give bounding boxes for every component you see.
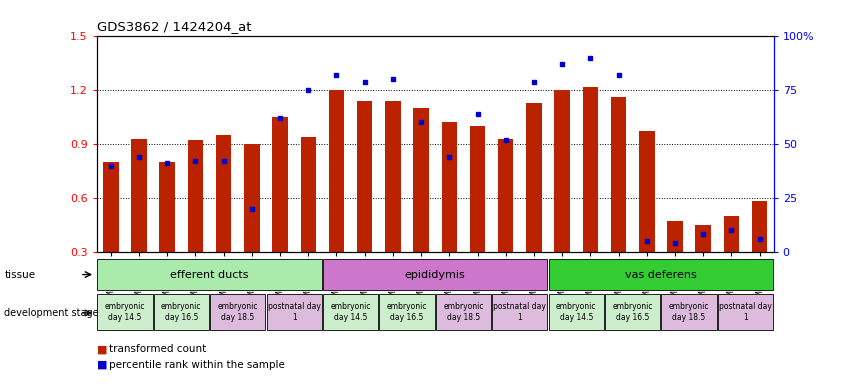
Bar [752, 201, 767, 252]
Bar [639, 131, 654, 252]
Bar [323, 294, 378, 330]
Bar [492, 294, 547, 330]
Bar [131, 139, 147, 252]
Text: embryonic
day 14.5: embryonic day 14.5 [556, 302, 596, 322]
Text: embryonic
day 16.5: embryonic day 16.5 [612, 302, 653, 322]
Bar [554, 90, 570, 252]
Bar [526, 103, 542, 252]
Bar [267, 294, 322, 330]
Bar [498, 139, 514, 252]
Bar [379, 294, 435, 330]
Bar [548, 259, 773, 290]
Text: efferent ducts: efferent ducts [170, 270, 249, 280]
Bar [210, 294, 266, 330]
Bar [696, 225, 711, 252]
Text: embryonic
day 18.5: embryonic day 18.5 [218, 302, 258, 322]
Bar [357, 101, 373, 252]
Text: postnatal day
1: postnatal day 1 [267, 302, 320, 322]
Bar [414, 108, 429, 252]
Text: ■: ■ [97, 360, 107, 370]
Text: epididymis: epididymis [405, 270, 466, 280]
Text: tissue: tissue [4, 270, 35, 280]
Text: GDS3862 / 1424204_at: GDS3862 / 1424204_at [97, 20, 251, 33]
Text: ■: ■ [97, 344, 107, 354]
Text: development stage: development stage [4, 308, 99, 318]
Text: embryonic
day 18.5: embryonic day 18.5 [443, 302, 484, 322]
Bar [605, 294, 660, 330]
Bar [611, 98, 627, 252]
Bar [329, 90, 344, 252]
Bar [385, 101, 400, 252]
Text: embryonic
day 18.5: embryonic day 18.5 [669, 302, 709, 322]
Bar [583, 87, 598, 252]
Bar [154, 294, 209, 330]
Bar [442, 122, 457, 252]
Text: vas deferens: vas deferens [625, 270, 696, 280]
Bar [436, 294, 491, 330]
Bar [548, 294, 604, 330]
Bar [244, 144, 260, 252]
Bar [272, 117, 288, 252]
Bar [160, 162, 175, 252]
Text: transformed count: transformed count [109, 344, 207, 354]
Text: embryonic
day 16.5: embryonic day 16.5 [161, 302, 202, 322]
Text: embryonic
day 14.5: embryonic day 14.5 [331, 302, 371, 322]
Text: embryonic
day 16.5: embryonic day 16.5 [387, 302, 427, 322]
Bar [718, 294, 773, 330]
Bar [216, 135, 231, 252]
Bar [723, 216, 739, 252]
Bar [188, 141, 204, 252]
Bar [667, 221, 683, 252]
Bar [470, 126, 485, 252]
Bar [323, 259, 547, 290]
Text: embryonic
day 14.5: embryonic day 14.5 [104, 302, 145, 322]
Bar [98, 259, 322, 290]
Text: percentile rank within the sample: percentile rank within the sample [109, 360, 285, 370]
Text: postnatal day
1: postnatal day 1 [719, 302, 772, 322]
Text: postnatal day
1: postnatal day 1 [494, 302, 547, 322]
Bar [98, 294, 152, 330]
Bar [300, 137, 316, 252]
Bar [662, 294, 717, 330]
Bar [103, 162, 119, 252]
